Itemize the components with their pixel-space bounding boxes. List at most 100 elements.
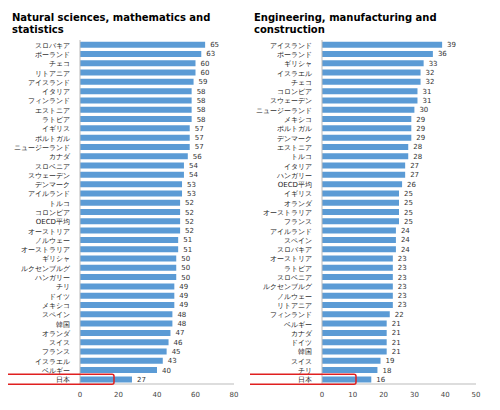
svg-text:50: 50	[181, 274, 190, 282]
svg-text:54: 54	[189, 162, 198, 170]
svg-text:アイスランド: アイスランド	[28, 79, 70, 87]
svg-text:23: 23	[398, 301, 407, 309]
svg-text:25: 25	[404, 218, 413, 226]
svg-text:メキシコ: メキシコ	[42, 302, 70, 310]
svg-text:36: 36	[438, 50, 447, 58]
svg-text:OECD平均: OECD平均	[36, 218, 70, 226]
svg-text:イタリア: イタリア	[42, 88, 70, 96]
svg-text:27: 27	[410, 162, 419, 170]
svg-text:オーストラリア: オーストラリア	[263, 209, 312, 217]
svg-text:32: 32	[426, 69, 435, 77]
svg-text:30: 30	[419, 106, 428, 114]
svg-text:49: 49	[179, 283, 188, 291]
svg-text:51: 51	[183, 246, 192, 254]
svg-text:フィンランド: フィンランド	[28, 97, 70, 105]
svg-text:56: 56	[193, 153, 202, 161]
svg-text:25: 25	[404, 209, 413, 217]
svg-text:チェコ: チェコ	[291, 79, 312, 87]
svg-text:ドイツ: ドイツ	[49, 293, 70, 301]
svg-text:23: 23	[398, 255, 407, 263]
svg-text:50: 50	[472, 391, 481, 399]
svg-text:0: 0	[320, 391, 324, 399]
svg-text:スペイン: スペイン	[42, 311, 70, 319]
svg-text:ハンガリー: ハンガリー	[276, 172, 312, 180]
svg-text:アイスランド: アイスランド	[270, 42, 312, 50]
svg-text:ハンガリー: ハンガリー	[34, 274, 70, 282]
svg-text:80: 80	[230, 391, 239, 399]
svg-text:トルコ: トルコ	[49, 200, 70, 208]
svg-text:ノルウェー: ノルウェー	[35, 237, 70, 245]
svg-text:20: 20	[114, 391, 123, 399]
svg-text:26: 26	[407, 181, 416, 189]
svg-text:コロンビア: コロンビア	[35, 209, 70, 217]
svg-text:32: 32	[426, 78, 435, 86]
svg-text:コロンビア: コロンビア	[277, 88, 312, 96]
svg-text:21: 21	[392, 320, 401, 328]
svg-text:25: 25	[404, 199, 413, 207]
svg-text:ドイツ: ドイツ	[291, 339, 312, 347]
svg-text:23: 23	[398, 264, 407, 272]
svg-text:24: 24	[401, 246, 410, 254]
svg-text:デンマーク: デンマーク	[35, 181, 70, 189]
svg-text:60: 60	[201, 69, 210, 77]
svg-text:22: 22	[395, 311, 404, 319]
svg-text:33: 33	[429, 60, 438, 68]
svg-text:25: 25	[404, 190, 413, 198]
svg-text:60: 60	[191, 391, 200, 399]
svg-text:スウェーデン: スウェーデン	[28, 172, 70, 180]
svg-text:日本: 日本	[56, 376, 70, 384]
svg-text:30: 30	[410, 391, 419, 399]
svg-text:52: 52	[185, 199, 194, 207]
svg-text:0: 0	[78, 391, 82, 399]
svg-text:デンマーク: デンマーク	[277, 135, 312, 143]
svg-text:オーストリア: オーストリア	[270, 255, 312, 263]
svg-text:54: 54	[189, 171, 198, 179]
svg-text:ポーランド: ポーランド	[277, 51, 312, 59]
svg-text:58: 58	[197, 106, 206, 114]
svg-text:21: 21	[392, 329, 401, 337]
svg-text:スロベニア: スロベニア	[35, 163, 70, 171]
svg-text:24: 24	[401, 236, 410, 244]
svg-text:31: 31	[422, 88, 431, 96]
svg-text:53: 53	[187, 181, 196, 189]
svg-text:スロベニア: スロベニア	[277, 274, 312, 282]
svg-text:韓国: 韓国	[298, 348, 312, 356]
svg-text:43: 43	[168, 357, 177, 365]
svg-text:40: 40	[162, 367, 171, 375]
svg-text:45: 45	[172, 348, 181, 356]
svg-text:イスラエル: イスラエル	[277, 70, 312, 78]
svg-text:28: 28	[413, 153, 422, 161]
svg-text:60: 60	[201, 60, 210, 68]
svg-text:ラトビア: ラトビア	[284, 265, 312, 273]
svg-text:58: 58	[197, 97, 206, 105]
svg-text:48: 48	[177, 320, 186, 328]
svg-text:47: 47	[175, 329, 184, 337]
svg-text:スイス: スイス	[291, 358, 312, 366]
svg-text:ギリシャ: ギリシャ	[42, 255, 70, 263]
svg-text:カナダ: カナダ	[49, 153, 71, 161]
svg-text:48: 48	[177, 311, 186, 319]
svg-text:スイス: スイス	[49, 339, 70, 347]
svg-text:65: 65	[210, 41, 219, 49]
svg-text:52: 52	[185, 218, 194, 226]
svg-text:39: 39	[447, 41, 456, 49]
svg-text:フィンランド: フィンランド	[270, 311, 312, 319]
svg-text:20: 20	[379, 391, 388, 399]
svg-text:57: 57	[195, 134, 204, 142]
svg-text:23: 23	[398, 274, 407, 282]
svg-text:50: 50	[181, 264, 190, 272]
svg-text:58: 58	[197, 88, 206, 96]
svg-text:52: 52	[185, 227, 194, 235]
svg-text:27: 27	[410, 171, 419, 179]
svg-text:オーストリア: オーストリア	[28, 228, 70, 236]
svg-text:46: 46	[174, 339, 183, 347]
svg-text:24: 24	[401, 227, 410, 235]
svg-text:58: 58	[197, 116, 206, 124]
svg-text:16: 16	[376, 376, 385, 384]
svg-text:トルコ: トルコ	[291, 153, 312, 161]
svg-text:21: 21	[392, 339, 401, 347]
svg-text:スペイン: スペイン	[284, 237, 312, 245]
svg-text:スロバキア: スロバキア	[35, 42, 70, 50]
svg-text:アイルランド: アイルランド	[28, 190, 70, 198]
svg-text:ルクセンブルグ: ルクセンブルグ	[263, 283, 313, 291]
